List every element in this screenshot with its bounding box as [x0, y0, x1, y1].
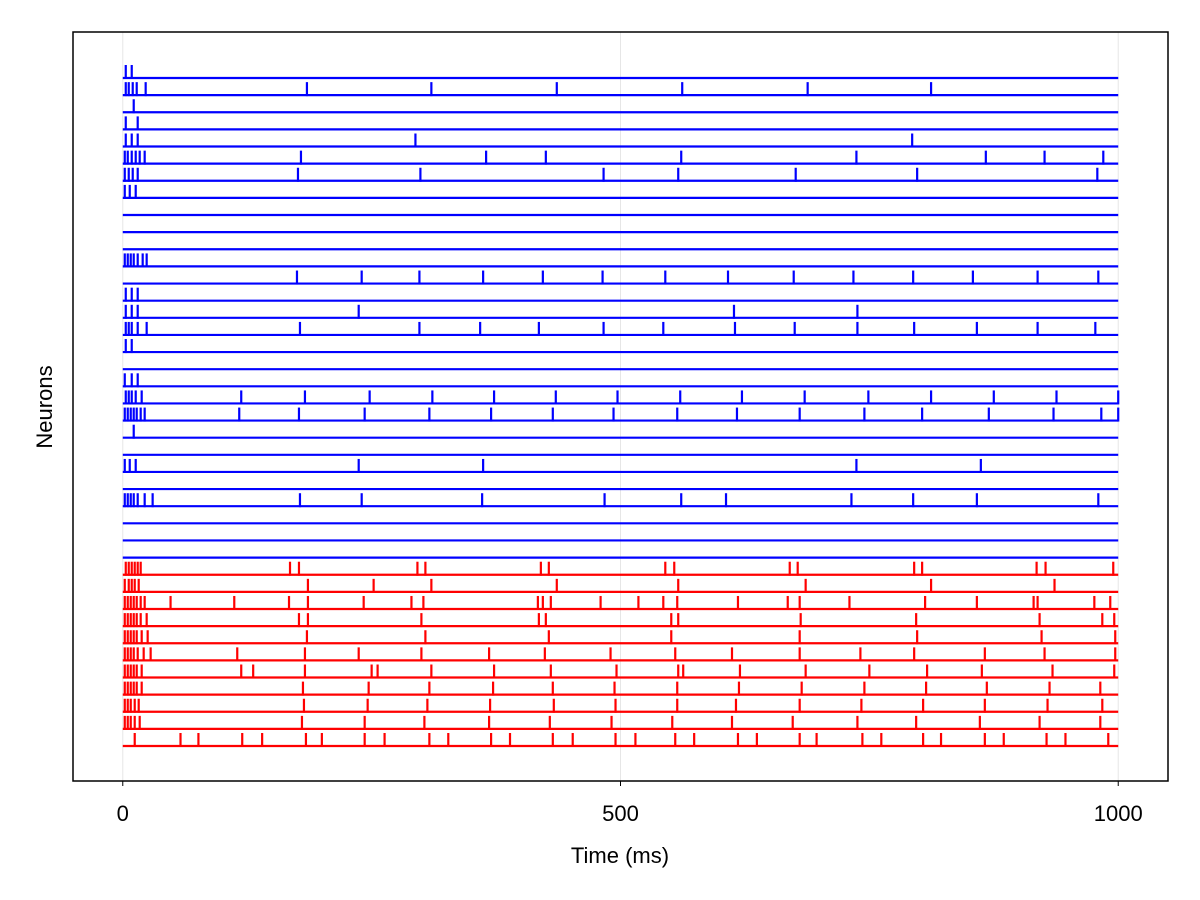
x-tick-label: 500	[602, 801, 639, 826]
x-tick-label: 0	[117, 801, 129, 826]
x-tick-label: 1000	[1094, 801, 1143, 826]
grid	[122, 32, 1119, 781]
x-axis-label: Time (ms)	[571, 843, 669, 868]
traces	[122, 65, 1120, 748]
y-axis-label: Neurons	[32, 365, 57, 448]
